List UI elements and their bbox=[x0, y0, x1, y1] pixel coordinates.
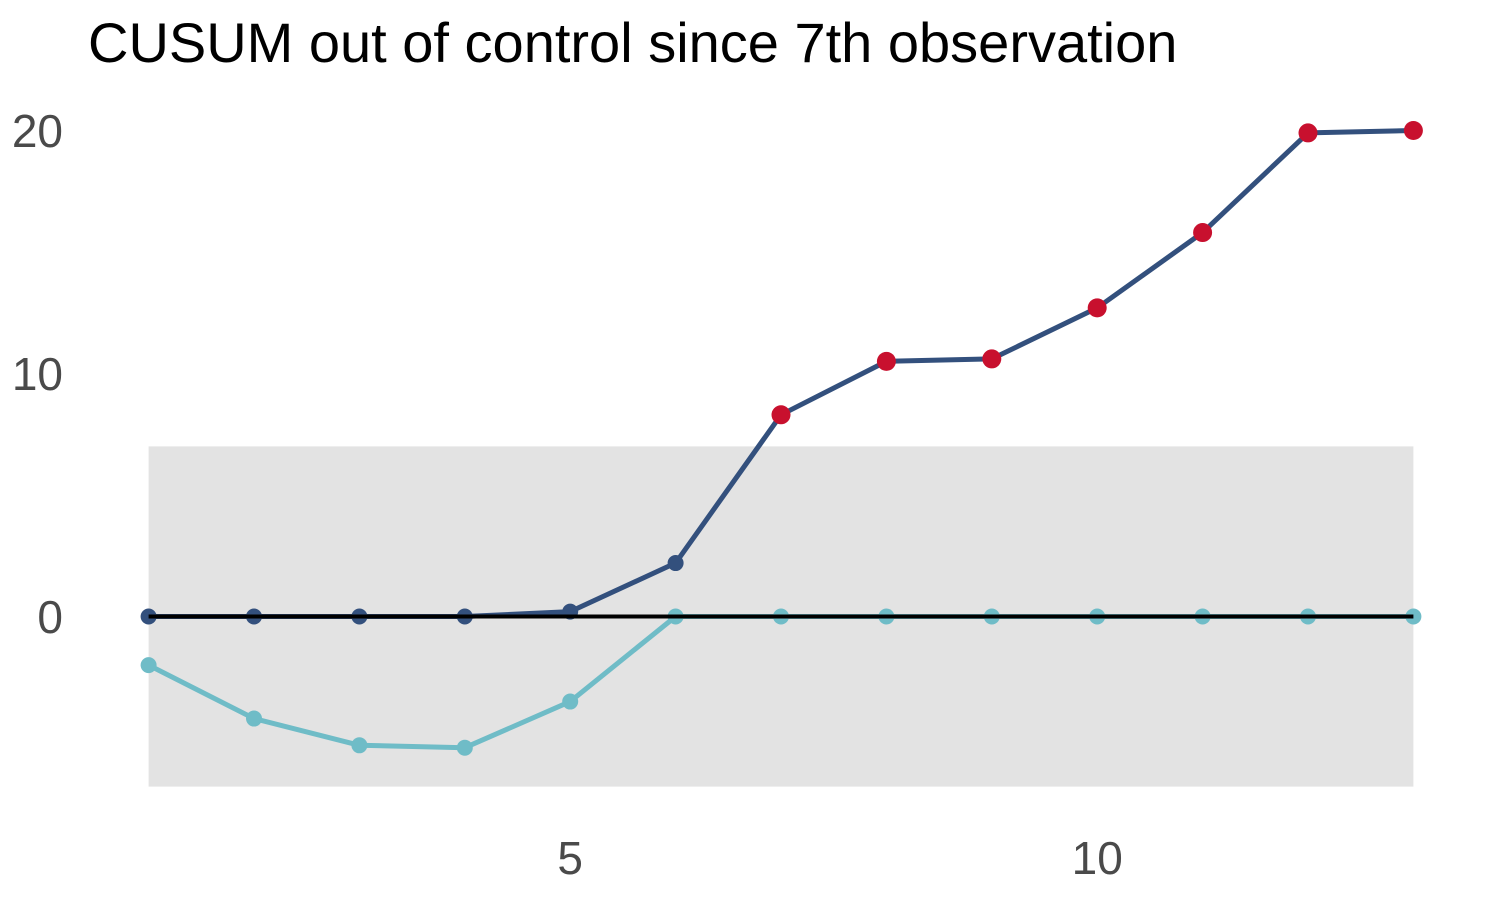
out-of-control-point bbox=[1403, 121, 1423, 140]
x-axis-tick-label: 5 bbox=[557, 832, 583, 884]
y-axis-tick-label: 20 bbox=[12, 105, 63, 157]
y-axis-tick-label: 0 bbox=[37, 591, 63, 643]
out-of-control-point bbox=[1298, 123, 1318, 143]
cusum-upper-point bbox=[667, 555, 684, 572]
y-axis-tick-label: 10 bbox=[12, 348, 63, 400]
cusum-lower-point bbox=[351, 737, 368, 754]
out-of-control-point bbox=[771, 405, 791, 425]
cusum-lower-point bbox=[140, 657, 157, 674]
out-of-control-point bbox=[1087, 298, 1107, 318]
cusum-lower-point bbox=[456, 739, 473, 756]
out-of-control-point bbox=[876, 351, 896, 371]
cusum-lower-point bbox=[562, 693, 579, 710]
cusum-lower-point bbox=[246, 710, 262, 727]
chart-title: CUSUM out of control since 7th observati… bbox=[88, 11, 1177, 74]
x-axis-tick-label: 10 bbox=[1072, 832, 1123, 884]
out-of-control-point bbox=[1193, 223, 1213, 243]
out-of-control-point bbox=[982, 349, 1002, 369]
